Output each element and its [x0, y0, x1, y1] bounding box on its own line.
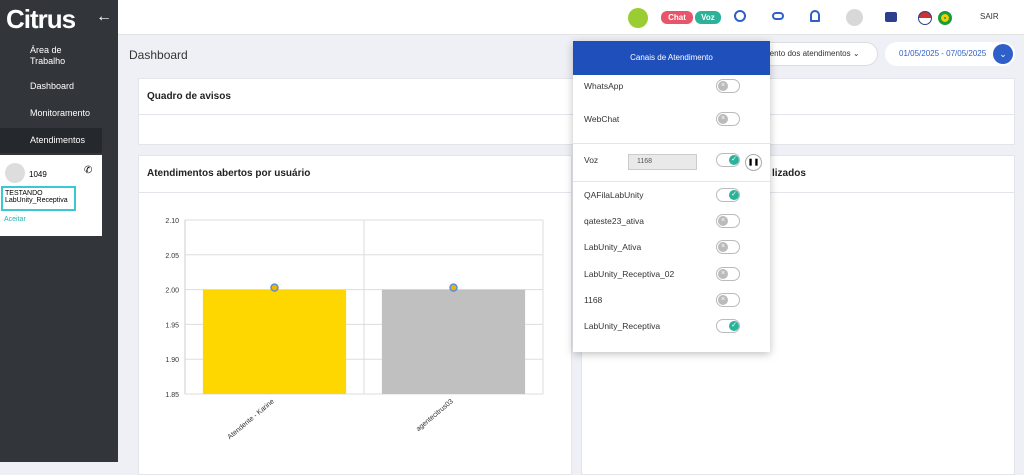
logout[interactable]: SAIR: [980, 12, 999, 21]
divider: [573, 181, 770, 182]
chat-badge[interactable]: Chat: [661, 11, 693, 24]
call-card: 1049 ✆ TESTANDO LabUnity_Receptiva Aceita…: [0, 155, 102, 236]
call-number: 1049: [29, 170, 47, 179]
channel-name: WebChat: [584, 114, 620, 124]
toggle-knob: ×: [718, 295, 728, 305]
nav-item[interactable]: Área de Trabalho: [30, 45, 66, 66]
bar: [381, 289, 526, 394]
collapse-arrow[interactable]: ←: [96, 8, 112, 25]
flag-us[interactable]: [918, 11, 932, 25]
card-title: Quadro de avisos: [147, 91, 231, 102]
date-button[interactable]: ⌄: [993, 44, 1013, 64]
channel-toggle[interactable]: ×: [716, 214, 740, 228]
x-tick-label: Atendente - Karine: [227, 398, 276, 441]
channel-toggle[interactable]: ✓: [716, 188, 740, 202]
caller-avatar: [5, 163, 25, 183]
channel-name: LabUnity_Ativa: [584, 242, 642, 252]
nav-item[interactable]: Dashboard: [30, 81, 75, 91]
channel-name: QAFilaLabUnity: [584, 190, 644, 200]
channel-name: LabUnity_Receptiva_02: [584, 269, 675, 279]
phone-button[interactable]: [628, 8, 648, 28]
channel-name: Voz: [584, 155, 599, 165]
flag-br[interactable]: [938, 11, 952, 25]
page-title: Dashboard: [129, 48, 188, 62]
card-title: lizados: [772, 168, 806, 179]
channel-name: 1168: [584, 295, 603, 305]
toggle-knob: ×: [718, 114, 728, 124]
link-icon[interactable]: [772, 12, 784, 20]
toggle-knob: ×: [718, 216, 728, 226]
divider: [582, 192, 1014, 193]
chart: 1.85 1.90 1.95 2.00 2.05 2.10 Atendente - Kari…: [165, 218, 544, 441]
filter-dropdown[interactable]: mento dos atendimentos ⌄: [758, 42, 878, 66]
toggle-knob: ×: [718, 242, 728, 252]
nav-item[interactable]: Monitoramento: [30, 108, 91, 118]
toggle-knob: ×: [718, 269, 728, 279]
bar-badge: [270, 283, 279, 292]
accept-link[interactable]: Aceitar: [4, 216, 26, 223]
bell-icon[interactable]: [810, 10, 820, 22]
panel-title: Canais de Atendimento: [573, 41, 770, 75]
channel-toggle[interactable]: ✓: [716, 153, 740, 167]
headset-icon[interactable]: [734, 10, 746, 22]
avatar[interactable]: [846, 9, 863, 26]
y-tick-label: 2.00: [165, 288, 179, 295]
chart-title: Atendimentos abertos por usuário: [147, 168, 311, 179]
pause-button[interactable]: ❚❚: [745, 154, 762, 171]
voz-badge[interactable]: Voz: [695, 11, 721, 24]
nav-active-bg: [0, 128, 102, 153]
toggle-knob: ✓: [729, 190, 739, 200]
divider: [573, 143, 770, 144]
channels-panel: Canais de Atendimento 1168 ❚❚ WhatsApp × W…: [573, 41, 770, 352]
top-bar: Chat Voz SAIR: [0, 0, 1024, 35]
y-tick-label: 1.95: [165, 322, 179, 329]
call-info: TESTANDO LabUnity_Receptiva: [1, 186, 76, 211]
channel-toggle[interactable]: ×: [716, 267, 740, 281]
channel-toggle[interactable]: ×: [716, 112, 740, 126]
sidebar: Citrus ← Área de Trabalho Dashboard Moni…: [0, 0, 118, 462]
call-status: TESTANDO: [5, 190, 43, 197]
channel-name: WhatsApp: [584, 81, 624, 91]
voz-select[interactable]: 1168: [628, 154, 697, 170]
toggle-knob: ✓: [729, 155, 739, 165]
bar: [202, 289, 347, 394]
y-tick-label: 2.10: [165, 218, 179, 225]
toggle-knob: ×: [718, 81, 728, 91]
logo: Citrus: [6, 4, 76, 34]
y-tick-label: 1.85: [165, 392, 179, 399]
channel-toggle[interactable]: ×: [716, 240, 740, 254]
x-tick-label: agentecitrus03: [415, 398, 455, 433]
phone-icon[interactable]: ✆: [84, 165, 93, 176]
toggle-knob: ✓: [729, 321, 739, 331]
y-tick-label: 2.05: [165, 253, 179, 260]
channel-toggle[interactable]: ✓: [716, 319, 740, 333]
training-icon[interactable]: [885, 12, 897, 22]
channel-name: LabUnity_Receptiva: [584, 321, 661, 331]
call-queue: LabUnity_Receptiva: [5, 197, 68, 204]
divider: [139, 192, 571, 193]
bar-badge: [449, 283, 458, 292]
nav-item[interactable]: Atendimentos: [30, 135, 86, 145]
channel-name: qateste23_ativa: [584, 216, 645, 226]
channel-toggle[interactable]: ×: [716, 293, 740, 307]
y-tick-label: 1.90: [165, 357, 179, 364]
channel-toggle[interactable]: ×: [716, 79, 740, 93]
filter-text: mento dos atendimentos: [763, 49, 851, 58]
